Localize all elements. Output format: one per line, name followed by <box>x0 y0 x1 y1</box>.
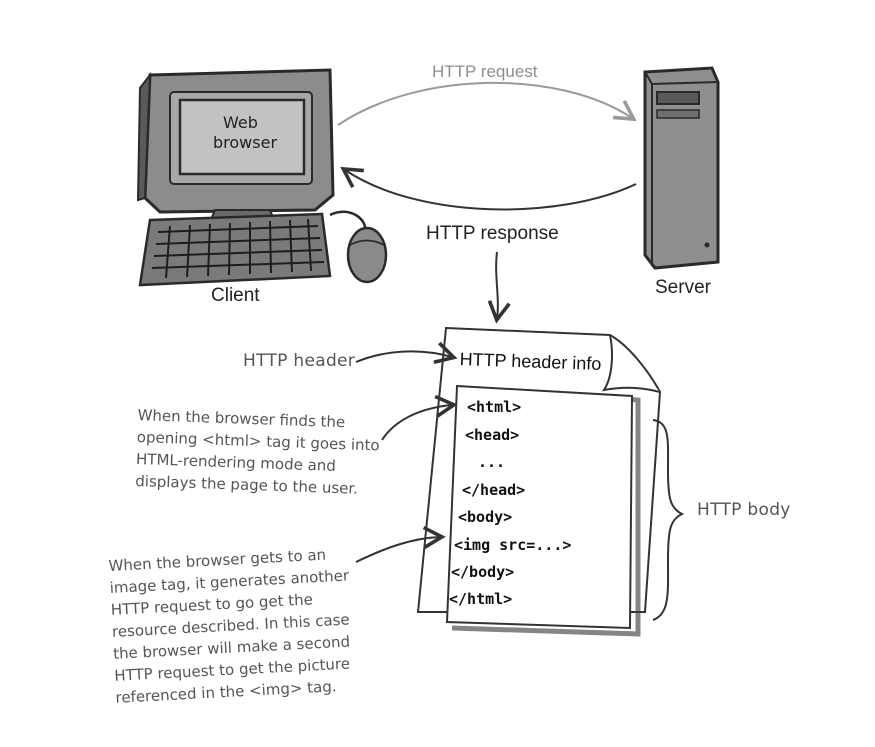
code-line: <html> <box>467 398 522 416</box>
img-note-pointer-arrow <box>355 525 446 563</box>
screen-text-browser: browser <box>213 133 278 152</box>
html-rendering-note: When the browser finds the opening <html… <box>135 404 408 501</box>
img-request-note: When the browser gets to an image tag, i… <box>108 540 396 708</box>
http-body-brace <box>652 419 685 621</box>
client-label: Client <box>211 285 260 306</box>
header-pointer-arrow <box>355 341 458 365</box>
code-line: ... <box>478 453 506 471</box>
html-note-pointer-arrow <box>381 394 458 441</box>
code-line: <body> <box>458 508 513 526</box>
http-response-label: HTTP response <box>426 223 559 244</box>
http-document <box>416 326 662 637</box>
http-response-arrow <box>340 166 637 211</box>
code-line: <head> <box>465 426 520 444</box>
client-computer-icon <box>136 68 388 287</box>
http-request-arrow <box>337 81 637 126</box>
code-line: </html> <box>449 590 513 608</box>
code-line: <img src=...> <box>454 536 572 554</box>
down-arrow <box>487 251 511 324</box>
http-header-annotation: HTTP header <box>243 351 356 371</box>
server-label: Server <box>655 277 711 298</box>
http-body-annotation: HTTP body <box>697 500 791 520</box>
http-request-label: HTTP request <box>432 62 538 81</box>
server-tower-icon <box>643 66 720 270</box>
screen-text-web: Web <box>223 113 258 132</box>
code-line: </head> <box>462 481 526 499</box>
code-line: </body> <box>451 563 515 581</box>
